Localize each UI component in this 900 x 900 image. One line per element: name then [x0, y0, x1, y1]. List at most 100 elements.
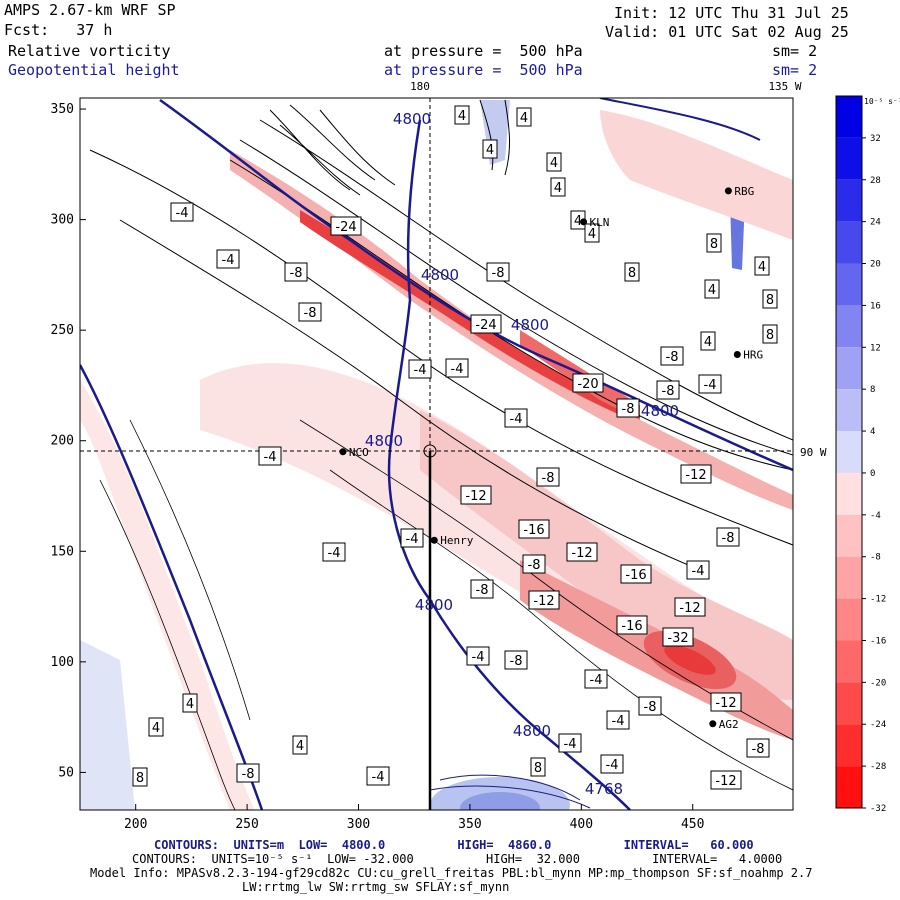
y-tick-label: 300	[51, 213, 74, 228]
svg-text:4: 4	[554, 181, 562, 196]
svg-text:-8: -8	[510, 654, 523, 669]
height-contour-label: 4800	[365, 432, 403, 450]
lon-label-135w: 135 W	[768, 80, 801, 93]
svg-text:4: 4	[152, 721, 160, 736]
colorbar-segment	[836, 682, 862, 725]
vorticity-contour-label: -4	[600, 754, 624, 774]
svg-text:-24: -24	[475, 318, 496, 333]
svg-text:4: 4	[296, 739, 304, 754]
vorticity-contour-label: 4	[704, 279, 720, 299]
contour-info-height: CONTOURS: UNITS=m LOW= 4800.0 HIGH= 4860…	[154, 838, 754, 852]
vorticity-contour-label: -8	[746, 738, 770, 758]
svg-text:-4: -4	[372, 770, 385, 785]
vorticity-contour-label: -16	[518, 519, 550, 539]
valid-time: Valid: 01 UTC Sat 02 Aug 25	[605, 23, 849, 41]
vorticity-contour-label: -4	[408, 359, 432, 379]
vorticity-contour-label: -24	[330, 216, 362, 236]
svg-text:KLN: KLN	[590, 216, 610, 229]
svg-text:-8: -8	[476, 583, 489, 598]
vorticity-contour-label: -12	[680, 464, 712, 484]
colorbar-tick-label: 28	[870, 176, 881, 186]
colorbar-segment	[836, 766, 862, 808]
svg-text:-12: -12	[571, 546, 592, 561]
smoothing-1: sm= 2	[772, 42, 818, 60]
plot-frame	[79, 97, 794, 811]
vorticity-contour-label: -12	[460, 485, 492, 505]
colorbar-tick-label: -24	[870, 720, 886, 730]
svg-text:-16: -16	[523, 523, 544, 538]
smoothing-2: sm= 2	[772, 61, 818, 79]
svg-text:-8: -8	[666, 350, 679, 365]
vorticity-contour-label: -16	[620, 564, 652, 584]
svg-text:-4: -4	[704, 378, 717, 393]
svg-text:-16: -16	[621, 619, 642, 634]
colorbar-tick-label: 32	[870, 134, 881, 144]
pressure-label-1: at pressure = 500 hPa	[384, 42, 583, 60]
vorticity-contour-label: 4	[754, 256, 770, 276]
svg-text:-20: -20	[577, 377, 598, 392]
svg-text:-8: -8	[622, 402, 635, 417]
colorbar-segment	[836, 347, 862, 390]
vorticity-contour-label: -8	[716, 527, 740, 547]
colorbar-tick-label: -12	[870, 595, 886, 605]
vorticity-contour-label: 4	[148, 717, 164, 737]
vorticity-contour-label: -8	[284, 262, 308, 282]
svg-text:-8: -8	[528, 558, 541, 573]
vorticity-contour-label: 4	[182, 693, 198, 713]
svg-text:8: 8	[766, 328, 774, 343]
height-contour-label: 4800	[415, 596, 453, 614]
vorticity-contour-label: -8	[470, 579, 494, 599]
svg-text:4: 4	[458, 109, 466, 124]
vorticity-contour-label: -8	[638, 696, 662, 716]
vorticity-contour-label: -8	[486, 262, 510, 282]
colorbar-tick-label: 4	[870, 427, 875, 437]
svg-text:NCO: NCO	[349, 446, 369, 459]
colorbar-tick-label: 0	[870, 469, 875, 479]
colorbar-segment	[836, 556, 862, 599]
svg-text:-4: -4	[414, 363, 427, 378]
vorticity-contour-label: -4	[698, 374, 722, 394]
vorticity-contour-label: 4	[292, 735, 308, 755]
x-tick-label: 250	[235, 817, 258, 832]
y-tick-label: 350	[51, 102, 74, 117]
vorticity-contour-label: 4	[546, 152, 562, 172]
colorbar-segment	[836, 96, 862, 138]
vorticity-contour-label: 8	[762, 324, 778, 344]
y-tick-label: 150	[51, 544, 74, 559]
height-contour-label: 4800	[393, 110, 431, 128]
x-tick-label: 450	[681, 817, 704, 832]
model-info: Model Info: MPASv8.2.3-194-gf29cd82c CU:…	[90, 866, 813, 880]
svg-text:4: 4	[186, 697, 194, 712]
svg-text:-8: -8	[290, 266, 303, 281]
vorticity-contour-label: -4	[466, 646, 490, 666]
svg-text:8: 8	[534, 761, 542, 776]
svg-text:-12: -12	[533, 594, 554, 609]
svg-text:-4: -4	[264, 450, 277, 465]
svg-text:-12: -12	[715, 696, 736, 711]
colorbar-segment	[836, 724, 862, 767]
vorticity-contour-label: -4	[400, 528, 424, 548]
vorticity-contour-label: 8	[132, 767, 148, 787]
vorticity-contour-label: 4	[700, 331, 716, 351]
svg-text:HRG: HRG	[743, 348, 763, 361]
colorbar-segment	[836, 221, 862, 264]
vorticity-contour-label: -8	[298, 302, 322, 322]
svg-text:-4: -4	[406, 532, 419, 547]
colorbar-tick-label: 20	[870, 260, 881, 270]
svg-text:-4: -4	[222, 253, 235, 268]
vorticity-contour-label: -8	[236, 763, 260, 783]
vorticity-contour-label: -16	[616, 615, 648, 635]
contour-labels: 4800 4800 4800 4800 4800 4800 4800 4768 -4 -4 -8 -8…	[132, 105, 778, 798]
vorticity-contour-label: -12	[674, 597, 706, 617]
vorticity-contour-label: -20	[572, 373, 604, 393]
svg-text:-4: -4	[472, 650, 485, 665]
svg-text:4: 4	[708, 283, 716, 298]
colorbar-tick-label: -20	[870, 678, 886, 688]
station-rbg: RBG	[724, 185, 754, 198]
pressure-label-2: at pressure = 500 hPa	[384, 61, 583, 79]
svg-text:-12: -12	[679, 601, 700, 616]
x-tick-label: 200	[124, 817, 147, 832]
model-title: AMPS 2.67-km WRF SP	[4, 1, 176, 19]
svg-text:-4: -4	[176, 206, 189, 221]
